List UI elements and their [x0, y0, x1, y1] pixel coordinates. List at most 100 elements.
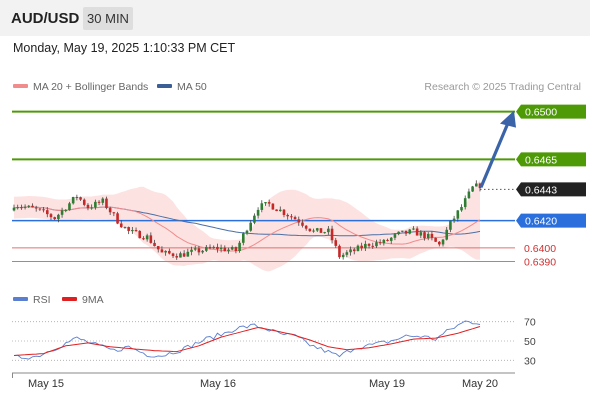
- candle-body: [275, 209, 278, 212]
- candle-body: [475, 183, 478, 187]
- timeframe-badge[interactable]: 30 MIN: [83, 7, 133, 30]
- candle: [227, 247, 230, 254]
- candle-body: [327, 228, 330, 233]
- candle-body: [227, 249, 230, 252]
- candle: [145, 233, 149, 242]
- candle-body: [164, 250, 167, 253]
- level-label-0.6400: 0.6400: [524, 243, 556, 255]
- candle: [463, 195, 467, 210]
- candle: [23, 204, 27, 210]
- candle: [101, 197, 105, 206]
- candle-body: [371, 245, 375, 247]
- candlesticks: [12, 180, 482, 260]
- candle-body: [219, 247, 223, 250]
- candle: [475, 180, 478, 187]
- candle: [389, 236, 393, 244]
- candle: [371, 242, 375, 249]
- candle: [179, 251, 182, 258]
- candle-body: [260, 203, 264, 210]
- level-tag-0.6500: [516, 104, 586, 119]
- candle: [378, 239, 382, 246]
- forecast-arrow: [479, 110, 516, 188]
- candle: [264, 202, 267, 206]
- level-label-0.6390: 0.6390: [524, 257, 556, 269]
- candle: [401, 230, 404, 233]
- ma50-legend-label: MA 50: [177, 81, 207, 93]
- candle: [404, 230, 408, 236]
- candle-body: [352, 249, 356, 252]
- candle: [312, 228, 315, 233]
- candle: [267, 199, 271, 207]
- candle: [31, 203, 34, 208]
- level-label-0.6420: 0.6420: [525, 216, 557, 228]
- candle: [301, 219, 304, 228]
- candle: [275, 209, 278, 212]
- candle-body: [467, 191, 471, 199]
- candle-body: [131, 230, 134, 232]
- candle: [160, 246, 164, 253]
- candle-body: [408, 229, 412, 234]
- candle: [175, 253, 179, 260]
- x-tick-label: May 15: [28, 378, 64, 390]
- candle-body: [290, 216, 293, 218]
- level-tag-0.6420: [516, 213, 586, 228]
- level-label-0.6443: 0.6443: [525, 184, 557, 196]
- candle: [364, 240, 367, 251]
- legend-rsi: RSI 9MA: [13, 294, 104, 306]
- candle-body: [423, 232, 426, 239]
- candle: [82, 198, 86, 207]
- candle-body: [452, 218, 456, 221]
- candle: [423, 231, 426, 241]
- forecast-arrow-head: [500, 110, 516, 128]
- candle-body: [134, 230, 138, 232]
- candle-body: [20, 207, 23, 209]
- candle-body: [404, 230, 408, 234]
- candle: [238, 240, 241, 253]
- candle: [97, 200, 101, 206]
- level-tag-0.6443: [516, 182, 586, 197]
- bollinger-band-fill: [14, 179, 480, 272]
- candle: [330, 225, 334, 244]
- candle-body: [94, 201, 97, 208]
- candle: [334, 237, 338, 248]
- candle: [16, 204, 19, 210]
- candle-body: [16, 207, 19, 209]
- candle-body: [49, 214, 53, 218]
- candle-body: [57, 214, 60, 220]
- candle: [45, 207, 49, 218]
- candle-body: [75, 196, 79, 198]
- level-labels: 0.6500 0.6465 0.6443 0.6420 0.6400 0.6390: [516, 104, 586, 269]
- candle: [208, 244, 212, 250]
- candle: [219, 244, 223, 253]
- candle-body: [123, 227, 127, 229]
- candle: [367, 243, 371, 249]
- candle-body: [397, 231, 400, 235]
- candle-body: [419, 232, 423, 236]
- candle: [434, 237, 437, 242]
- candle: [12, 204, 16, 212]
- candle: [127, 226, 130, 235]
- candle-body: [356, 245, 360, 252]
- candle: [256, 207, 260, 219]
- candle: [349, 246, 352, 256]
- candle: [356, 244, 360, 252]
- level-label-0.6500: 0.6500: [525, 107, 557, 119]
- candle-body: [68, 203, 71, 211]
- candle-body: [179, 253, 182, 258]
- candle: [293, 215, 297, 220]
- candle: [471, 185, 474, 192]
- candle-body: [349, 249, 352, 253]
- candle-body: [253, 215, 256, 223]
- x-tick-label: May 20: [462, 378, 498, 390]
- legend-top: MA 20 + Bollinger Bands MA 50 Research ©…: [13, 81, 581, 93]
- candle: [153, 239, 156, 247]
- rsi-line: [13, 320, 481, 360]
- candle-body: [438, 241, 441, 245]
- candle-body: [441, 239, 445, 245]
- candle-body: [42, 209, 45, 211]
- candle-body: [267, 202, 271, 204]
- candle-body: [145, 235, 149, 240]
- candle: [345, 250, 349, 258]
- candle-body: [264, 202, 267, 204]
- candle-body: [212, 246, 216, 249]
